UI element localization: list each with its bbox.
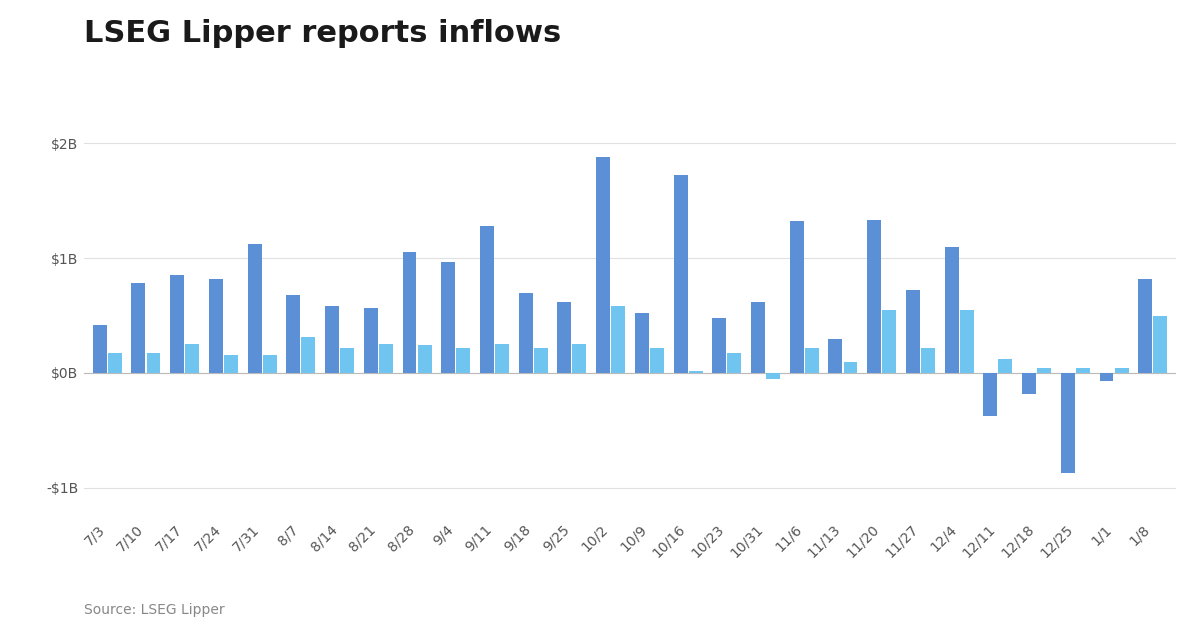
Bar — [301, 338, 316, 373]
Bar — [185, 344, 199, 373]
Bar — [828, 338, 842, 373]
Bar — [379, 344, 392, 373]
Bar — [263, 355, 277, 373]
Bar — [960, 310, 973, 373]
Bar — [844, 362, 858, 373]
Bar — [998, 359, 1013, 373]
Bar — [766, 373, 780, 379]
Bar — [572, 344, 587, 373]
Bar — [418, 345, 432, 373]
Bar — [751, 302, 764, 373]
Bar — [882, 310, 896, 373]
Bar — [922, 348, 935, 373]
Text: Source: LSEG Lipper: Source: LSEG Lipper — [84, 604, 224, 617]
Bar — [518, 292, 533, 373]
Bar — [325, 306, 338, 373]
Bar — [1139, 279, 1152, 373]
Bar — [456, 348, 470, 373]
Bar — [673, 175, 688, 373]
Bar — [868, 220, 881, 373]
Bar — [1115, 369, 1128, 373]
Bar — [209, 279, 223, 373]
Bar — [790, 221, 804, 373]
Bar — [906, 290, 920, 373]
Bar — [1061, 373, 1075, 473]
Bar — [1022, 373, 1036, 394]
Bar — [596, 157, 610, 373]
Bar — [146, 353, 161, 373]
Bar — [944, 246, 959, 373]
Bar — [534, 348, 547, 373]
Bar — [132, 284, 145, 373]
Bar — [364, 307, 378, 373]
Bar — [496, 344, 509, 373]
Bar — [1037, 369, 1051, 373]
Bar — [224, 355, 238, 373]
Bar — [480, 226, 494, 373]
Bar — [727, 353, 742, 373]
Bar — [340, 348, 354, 373]
Bar — [650, 348, 664, 373]
Bar — [689, 370, 703, 373]
Bar — [983, 373, 997, 416]
Bar — [402, 253, 416, 373]
Bar — [170, 275, 184, 373]
Bar — [635, 313, 649, 373]
Bar — [1076, 369, 1090, 373]
Bar — [611, 306, 625, 373]
Bar — [92, 324, 107, 373]
Bar — [1099, 373, 1114, 381]
Text: LSEG Lipper reports inflows: LSEG Lipper reports inflows — [84, 19, 562, 48]
Bar — [442, 261, 455, 373]
Bar — [1153, 316, 1168, 373]
Bar — [108, 353, 121, 373]
Bar — [557, 302, 571, 373]
Bar — [713, 318, 726, 373]
Bar — [247, 244, 262, 373]
Bar — [805, 348, 818, 373]
Bar — [287, 295, 300, 373]
